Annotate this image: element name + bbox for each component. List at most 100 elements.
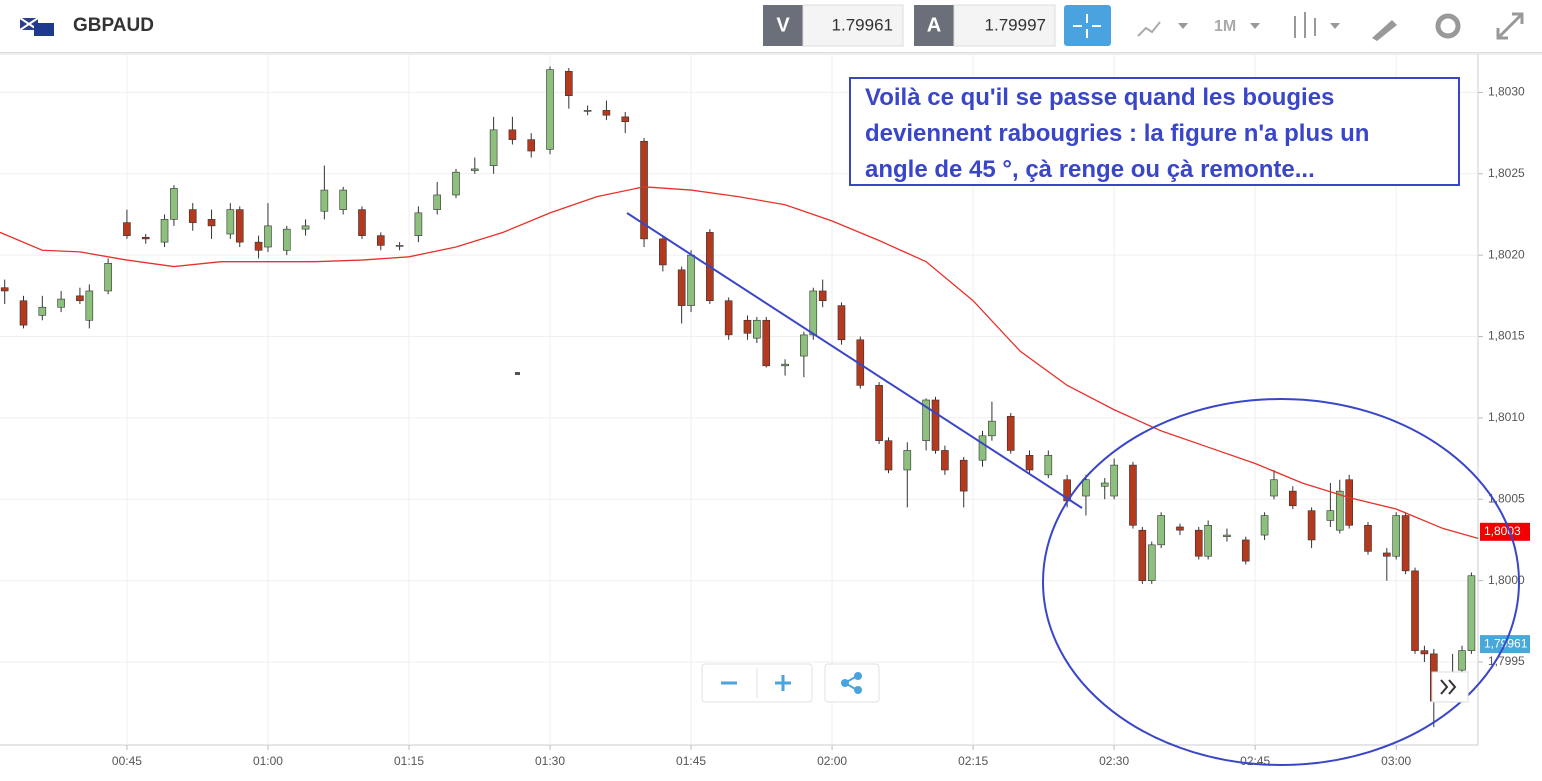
y-tick-label: 1,7995 <box>1488 654 1525 668</box>
highlight-circle <box>1042 398 1520 766</box>
candle-body <box>1138 529 1147 581</box>
share-button[interactable] <box>824 663 880 703</box>
price-tag <box>1480 522 1530 541</box>
bid-price: 1.79961 <box>832 15 893 34</box>
candle-body <box>508 129 517 140</box>
x-tick-label: 00:45 <box>112 754 142 768</box>
toolbar: GBPAUD V 1.79961 A 1.79997 1M <box>0 0 1542 53</box>
expand-icon[interactable] <box>1496 12 1524 40</box>
y-tick-label: 1,8015 <box>1488 329 1525 343</box>
candle-body <box>941 450 949 471</box>
candle-body <box>687 254 695 306</box>
candle-body <box>301 225 310 230</box>
candle-body <box>207 219 216 227</box>
candle-body <box>395 245 404 247</box>
candle-body <box>762 319 771 367</box>
candle-body <box>856 339 865 386</box>
candle-body <box>282 228 291 251</box>
x-tick-label: 02:30 <box>1099 754 1129 768</box>
candle-body <box>254 241 263 251</box>
y-tick-label: 1,8025 <box>1488 166 1525 180</box>
ask-price: 1.79997 <box>985 15 1046 34</box>
candle-body <box>38 306 47 316</box>
candle-body <box>884 440 893 471</box>
candle-body <box>452 171 460 196</box>
settings-icon[interactable] <box>1435 13 1461 39</box>
share-dot <box>854 672 862 680</box>
candle-body <box>659 238 667 266</box>
candle-body <box>376 235 385 246</box>
bid-label: V <box>776 14 790 36</box>
candle-icon[interactable] <box>1294 12 1316 38</box>
candle-body <box>226 209 235 235</box>
share-dot <box>841 679 849 687</box>
candle-body <box>724 300 733 336</box>
annotation-line: Voilà ce qu'il se passe quand les bougie… <box>865 84 1335 111</box>
stray-dot <box>515 372 520 375</box>
candle-body <box>76 295 84 302</box>
candle-body <box>57 298 65 308</box>
candle-body <box>1288 490 1297 507</box>
annotation-line: angle de 45 °, çà renge ou çà remonte... <box>865 156 1315 183</box>
candle-body <box>781 363 789 367</box>
candle-body <box>565 70 573 96</box>
candle-body <box>706 232 714 302</box>
zoom-buttons[interactable] <box>701 663 813 703</box>
candle-body <box>527 139 536 152</box>
candle-body <box>1241 539 1250 562</box>
candle-body <box>677 269 686 306</box>
candle-body <box>1467 575 1476 651</box>
zoom-icons <box>721 675 791 691</box>
candle-body <box>104 263 112 292</box>
line-chart-icon[interactable] <box>1137 21 1161 37</box>
candle-body <box>1401 515 1410 572</box>
timeframe[interactable]: 1M <box>1214 18 1236 35</box>
y-tick-label: 1,8005 <box>1488 491 1525 505</box>
candle-body <box>546 69 554 150</box>
crosshair-icon <box>1073 14 1101 38</box>
candle-body <box>123 222 131 236</box>
candle-body <box>583 110 592 112</box>
x-tick-label: 01:45 <box>676 754 706 768</box>
x-tick-label: 02:00 <box>817 754 847 768</box>
candle-body <box>602 110 611 116</box>
crosshair-button[interactable] <box>1064 5 1111 46</box>
candle-body <box>640 140 648 240</box>
toolbar-graphics: GBPAUD V 1.79961 A 1.79997 1M <box>19 4 1524 47</box>
candle-body <box>1147 544 1156 581</box>
candle-body <box>1157 515 1165 546</box>
candle-body <box>339 189 347 210</box>
candle-body <box>1223 534 1231 537</box>
scroll-right-icon <box>1440 679 1457 695</box>
bid-button[interactable] <box>763 5 803 46</box>
candle-body <box>837 305 846 341</box>
candle-body <box>188 209 197 223</box>
candle-body <box>1082 479 1090 497</box>
candle-body <box>1006 415 1015 451</box>
candle-body <box>1392 515 1401 557</box>
x-tick-label: 02:15 <box>958 754 988 768</box>
candle-body <box>1110 464 1118 497</box>
ask-button[interactable] <box>914 5 954 46</box>
candle-body <box>800 334 808 357</box>
price-tag <box>1480 635 1530 654</box>
candle-body <box>1326 510 1335 521</box>
candle-body <box>1176 526 1184 531</box>
candle-body <box>875 385 883 441</box>
x-tick-label: 01:30 <box>535 754 565 768</box>
candle-body <box>959 459 968 492</box>
candle-body <box>264 225 272 248</box>
scroll-right-button[interactable] <box>1431 671 1469 703</box>
candle-body <box>0 287 9 292</box>
candle-body <box>1430 653 1438 702</box>
candle-body <box>85 290 94 321</box>
moving-average <box>0 186 1479 539</box>
draw-icon[interactable] <box>1372 20 1397 41</box>
flag-au <box>34 23 54 36</box>
price-tag-label: 1,79961 <box>1484 636 1528 650</box>
candle-body <box>160 219 169 243</box>
candle-body <box>931 399 940 451</box>
candle-body <box>433 194 441 210</box>
candle-body <box>489 129 498 166</box>
